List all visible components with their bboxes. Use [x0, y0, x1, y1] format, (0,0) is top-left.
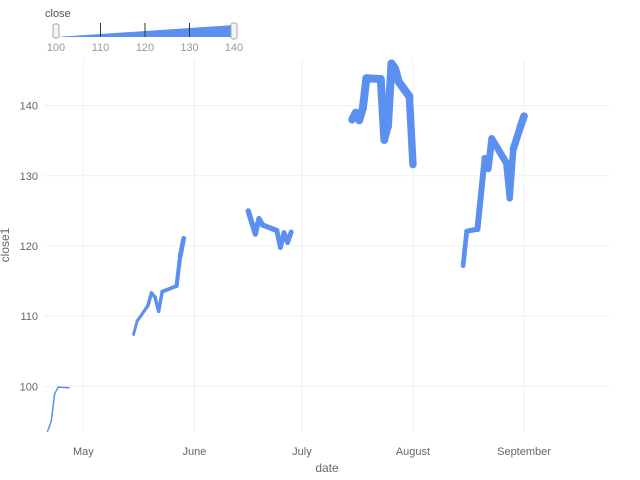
- legend-min-handle[interactable]: [52, 23, 60, 39]
- line-segment: [132, 235, 187, 336]
- line-segment: [348, 59, 417, 169]
- y-tick-label: 100: [20, 381, 38, 393]
- line-piece: [174, 254, 183, 289]
- line-piece: [46, 420, 52, 433]
- legend-tick-label: 120: [136, 42, 154, 54]
- legend-ticks: 100 110 120 130 140: [47, 23, 243, 54]
- line-piece: [509, 123, 525, 153]
- line-piece: [50, 392, 56, 423]
- x-tick-label: July: [292, 446, 312, 458]
- y-tick-label: 120: [20, 241, 38, 253]
- y-tick-label: 140: [20, 101, 38, 113]
- line-piece: [488, 135, 510, 166]
- line-segment: [46, 386, 70, 433]
- line-piece: [135, 304, 150, 323]
- legend-tick-label: 110: [92, 42, 110, 54]
- line-piece: [405, 92, 417, 169]
- legend-title: close: [45, 8, 71, 20]
- line-piece: [156, 289, 164, 314]
- legend-tick-label: 130: [180, 42, 198, 54]
- x-tick-label: September: [497, 446, 551, 458]
- grid: [44, 60, 610, 432]
- legend-max-handle[interactable]: [230, 22, 238, 40]
- line-piece: [516, 112, 528, 131]
- y-tick-label: 130: [20, 171, 38, 183]
- line-piece: [285, 229, 294, 245]
- x-axis-ticks: May June July August September: [73, 446, 551, 458]
- line-piece: [259, 222, 280, 234]
- line-piece: [146, 291, 154, 308]
- legend-tick-label: 100: [47, 42, 65, 54]
- line-piece: [160, 284, 179, 294]
- y-tick-label: 110: [20, 311, 38, 323]
- line-segment: [460, 112, 528, 268]
- x-axis-title: date: [315, 461, 339, 475]
- x-tick-label: August: [396, 446, 430, 458]
- x-tick-label: May: [73, 446, 94, 458]
- line-piece: [132, 319, 139, 336]
- line-segment: [245, 208, 294, 250]
- line-piece: [57, 386, 70, 389]
- size-legend[interactable]: close 100 110 120 130 140: [45, 8, 243, 54]
- line-piece: [460, 228, 470, 268]
- line-piece: [474, 155, 488, 233]
- legend-tick-label: 140: [225, 42, 243, 54]
- line-piece: [358, 74, 371, 113]
- line-piece: [383, 59, 396, 131]
- y-axis-title: close1: [0, 227, 12, 262]
- line-piece: [506, 145, 517, 202]
- line-piece: [53, 386, 60, 395]
- y-axis-ticks: 100 110 120 130 140: [20, 101, 38, 394]
- line-piece: [177, 235, 187, 259]
- x-tick-label: June: [183, 446, 207, 458]
- line-series: [46, 59, 528, 433]
